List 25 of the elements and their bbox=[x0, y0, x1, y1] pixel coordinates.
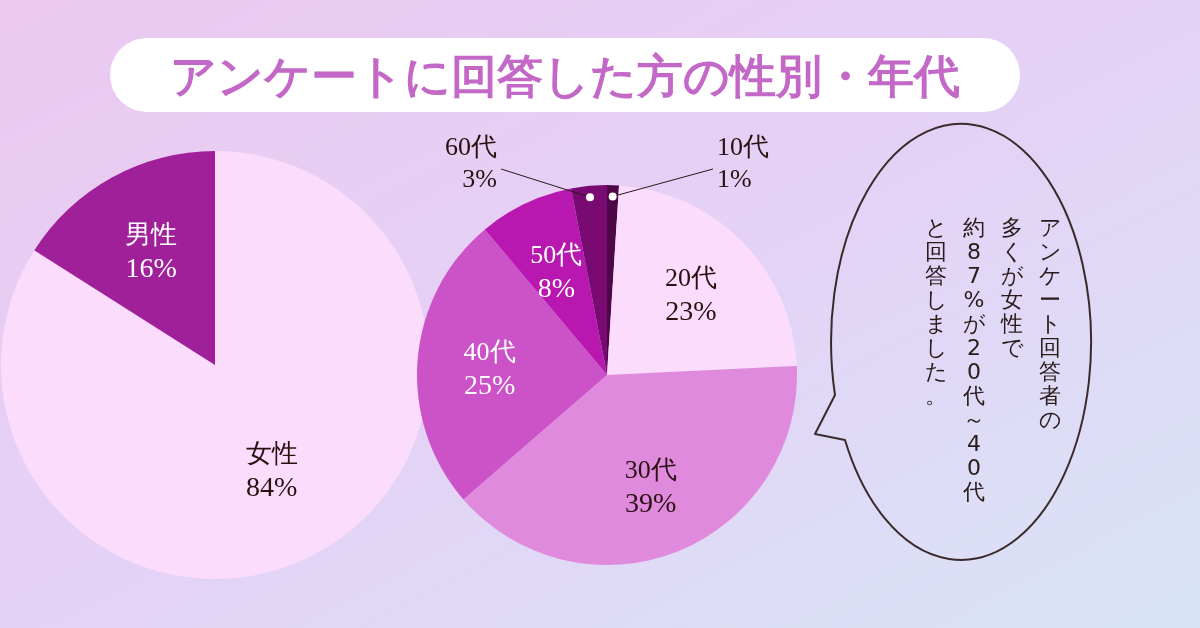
data-label: 39% bbox=[625, 487, 677, 519]
slice-label: 男性 bbox=[125, 219, 178, 249]
slice-label: 女性 bbox=[245, 439, 298, 469]
pie-slice bbox=[34, 151, 215, 365]
pie-slice bbox=[417, 229, 607, 500]
pie-slice bbox=[607, 185, 797, 375]
data-label: 8% bbox=[537, 271, 576, 303]
data-label: 25% bbox=[463, 368, 516, 400]
slice-label: 40代 bbox=[463, 336, 516, 366]
text: アンケート回答者の bbox=[1038, 215, 1062, 432]
text: 多くが女性で bbox=[1000, 215, 1024, 360]
text: と回答しました。 bbox=[924, 215, 948, 408]
slice-label: 20代 bbox=[664, 263, 717, 293]
slice-label: 50代 bbox=[530, 239, 583, 269]
slice-label: 60代 bbox=[445, 132, 497, 161]
data-label: 16% bbox=[125, 251, 177, 283]
data-label: 23% bbox=[665, 295, 717, 327]
data-label: 84% bbox=[246, 471, 298, 503]
data-label: 3% bbox=[462, 164, 497, 193]
pie-slice bbox=[463, 365, 797, 565]
data-label: 1% bbox=[717, 164, 752, 193]
slice-label: 10代 bbox=[717, 132, 769, 161]
text: アンケートに回答した方の性別・年代 bbox=[170, 49, 960, 103]
slice-label: 30代 bbox=[624, 455, 677, 485]
text: 約87%が20代～40代 bbox=[962, 215, 986, 504]
